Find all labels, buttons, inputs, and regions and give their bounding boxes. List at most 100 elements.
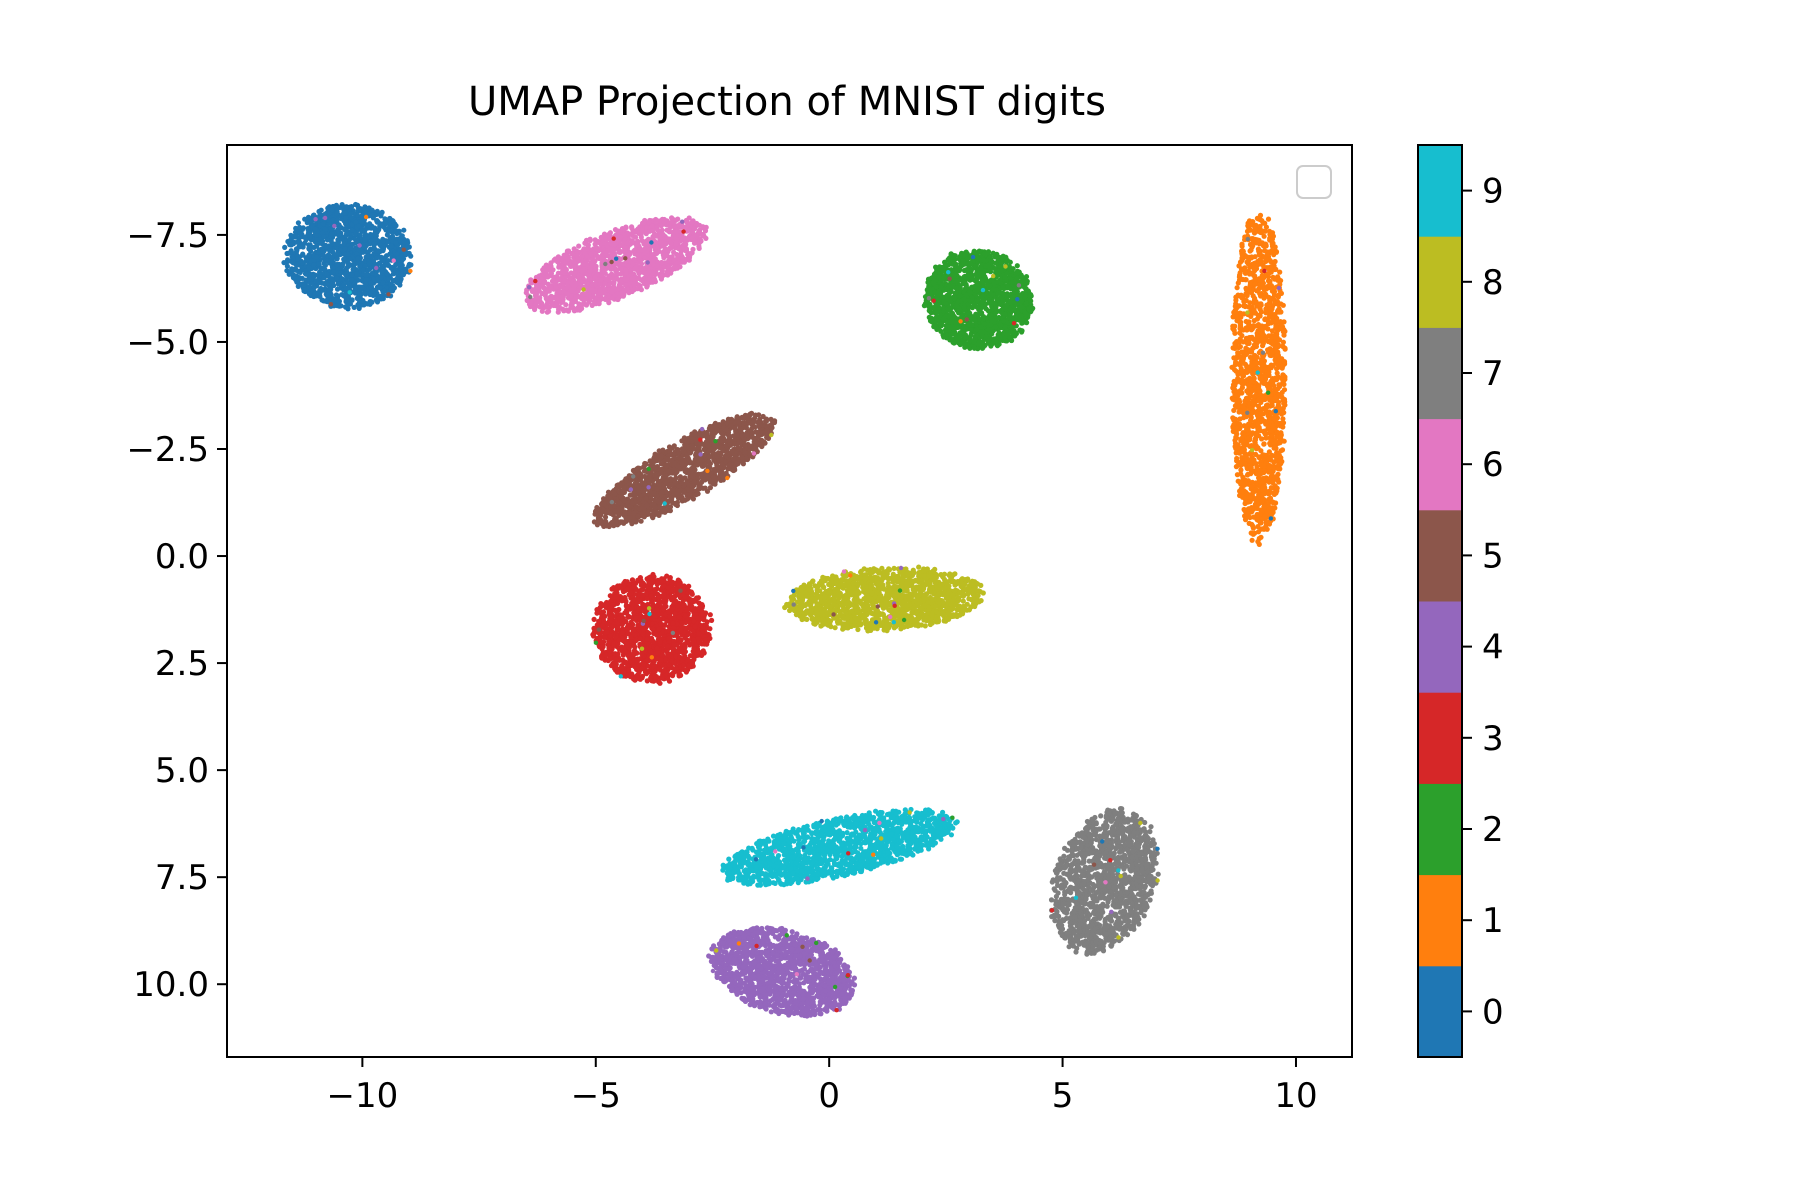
scatter-point [1245, 368, 1251, 374]
scatter-point-outlier [1262, 268, 1267, 274]
scatter-point [1242, 277, 1248, 283]
scatter-point [1247, 437, 1253, 443]
scatter-point [1255, 261, 1261, 267]
scatter-point [971, 345, 978, 351]
scatter-point [967, 310, 973, 316]
scatter-point [342, 245, 348, 251]
scatter-point [320, 221, 326, 227]
scatter-point [1253, 298, 1259, 305]
scatter-point [1232, 403, 1238, 409]
scatter-point [967, 337, 973, 344]
cluster-digit-0 [281, 201, 414, 312]
scatter-point [374, 218, 380, 224]
scatter-point-outlier [1276, 285, 1282, 291]
scatter-point [956, 265, 962, 271]
scatter-point-outlier [1269, 335, 1274, 340]
scatter-point [350, 266, 356, 273]
scatter-point-outlier [332, 223, 337, 229]
scatter-point-outlier [958, 319, 963, 324]
scatter-point [1252, 273, 1258, 279]
scatter-point [1263, 337, 1269, 343]
scatter-point [1000, 298, 1006, 305]
scatter-point [1281, 438, 1287, 444]
scatter-point [330, 269, 337, 275]
scatter-point [942, 327, 949, 333]
scatter-point [289, 254, 295, 260]
scatter-point [355, 255, 361, 262]
scatter-point [1266, 228, 1273, 234]
scatter-point [384, 271, 390, 277]
scatter-point [994, 254, 1001, 260]
scatter-point [981, 315, 987, 322]
scatter-point-outlier [1262, 452, 1268, 458]
scatter-point [1010, 266, 1016, 272]
scatter-point [941, 299, 947, 305]
scatter-point [1234, 390, 1240, 396]
scatter-point [968, 332, 974, 338]
scatter-point [967, 274, 973, 280]
scatter-point [974, 287, 980, 294]
scatter-point-outlier [403, 270, 408, 275]
scatter-point-outlier [401, 247, 406, 252]
scatter-point [1248, 464, 1254, 471]
scatter-point [1282, 346, 1288, 352]
scatter-point [1269, 349, 1275, 356]
scatter-point [1276, 302, 1282, 308]
scatter-point [998, 322, 1004, 329]
scatter-point [1268, 428, 1274, 434]
scatter-point [924, 287, 930, 293]
scatter-point [1262, 316, 1268, 323]
scatter-point [1274, 315, 1280, 321]
scatter-point [306, 291, 312, 297]
scatter-point [363, 232, 369, 238]
scatter-point [1263, 310, 1269, 316]
scatter-point [1255, 413, 1261, 419]
scatter-point [1257, 223, 1263, 230]
scatter-point [1266, 449, 1272, 455]
scatter-point [1271, 416, 1277, 422]
scatter-point [334, 261, 340, 268]
scatter-point [1241, 506, 1247, 513]
scatter-point [1245, 506, 1252, 512]
scatter-point [1271, 445, 1277, 451]
scatter-point [297, 224, 303, 230]
scatter-point [1272, 244, 1278, 250]
scatter-point [343, 219, 349, 226]
scatter-point [1230, 396, 1236, 402]
scatter-point-outlier [1003, 264, 1008, 269]
scatter-point [1007, 307, 1014, 313]
scatter-point [1261, 254, 1267, 260]
scatter-point [971, 302, 977, 308]
scatter-point [1234, 285, 1240, 291]
scatter-point [1242, 398, 1248, 404]
scatter-point [957, 341, 963, 348]
scatter-point [1276, 309, 1282, 315]
scatter-point [292, 276, 299, 282]
scatter-point [978, 265, 984, 271]
scatter-point [1255, 328, 1261, 334]
scatter-point-outlier [357, 243, 362, 248]
scatter-point [354, 295, 360, 301]
scatter-point [1239, 438, 1246, 444]
scatter-point [325, 292, 331, 298]
scatter-point [1267, 305, 1273, 311]
scatter-point [1273, 490, 1279, 496]
cluster-digit-2 [921, 248, 1036, 352]
scatter-point [1242, 270, 1249, 276]
scatter-point [1236, 339, 1242, 345]
scatter-point [329, 276, 335, 282]
scatter-point [339, 236, 345, 242]
scatter-point [305, 227, 311, 233]
scatter-point [368, 247, 374, 253]
scatter-point [357, 263, 363, 269]
scatter-point [1245, 471, 1251, 477]
scatter-point [386, 276, 392, 282]
scatter-point [1250, 243, 1256, 249]
scatter-point [348, 245, 354, 251]
scatter-point [1003, 254, 1009, 260]
scatter-point [993, 260, 999, 266]
scatter-point [1254, 288, 1260, 294]
scatter-point [1265, 216, 1272, 222]
scatter-point [295, 283, 301, 289]
